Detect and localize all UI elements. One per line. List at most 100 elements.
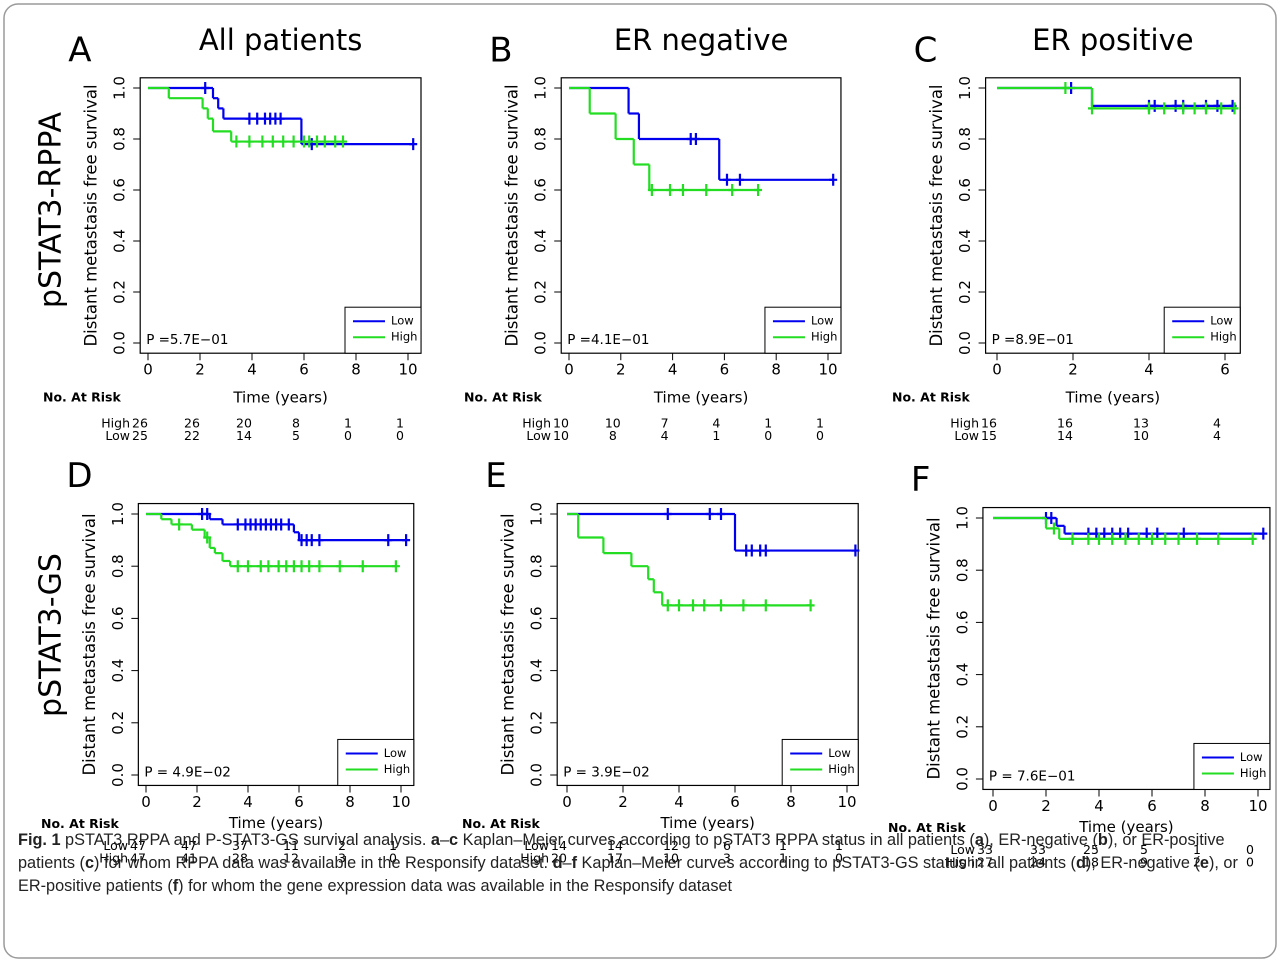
risk-count: 5 (1140, 842, 1148, 857)
censor-mark (203, 531, 212, 544)
caption-text: – (562, 854, 572, 872)
legend-label: High (1210, 330, 1236, 344)
x-tick-label: 10 (837, 793, 856, 811)
risk-count: 7 (661, 416, 669, 431)
risk-count: 25 (1083, 842, 1099, 857)
risk-count: 5 (292, 428, 300, 443)
censor-mark (689, 599, 697, 612)
censor-mark (1259, 527, 1268, 540)
x-tick-label: 0 (564, 361, 574, 379)
censor-mark (384, 534, 393, 547)
column-title: ER negative (614, 23, 789, 57)
risk-count: 20 (551, 850, 567, 865)
censor-mark (747, 544, 756, 557)
censor-mark (297, 560, 306, 573)
risk-count: 4 (661, 428, 669, 443)
x-tick-label: 2 (616, 361, 626, 379)
legend-label: High (384, 762, 410, 776)
caption-text: f (172, 877, 179, 895)
x-tick-label: 8 (345, 793, 355, 811)
censor-mark (739, 599, 748, 612)
x-tick-label: 4 (674, 793, 684, 811)
x-tick-label: 8 (1200, 797, 1210, 815)
legend-box (1193, 742, 1271, 790)
censor-mark (1095, 532, 1103, 545)
y-tick-label: 0.2 (528, 711, 546, 735)
y-axis-label: Distant metastasis free survival (499, 513, 518, 775)
caption-text: ) for whom the gene expression data was … (178, 877, 733, 895)
plot-frame (560, 77, 842, 354)
y-axis-label: Distant metastasis free survival (924, 517, 943, 779)
legend-box (337, 738, 415, 786)
caption-text: ), or ER-positive patients ( (18, 831, 1225, 872)
y-tick-label: 0.2 (953, 715, 971, 739)
legend-label: Low (811, 314, 834, 328)
column-title: ER positive (1032, 23, 1193, 57)
censor-mark (691, 133, 700, 145)
censor-mark (245, 135, 254, 148)
y-tick-label: 0.8 (956, 127, 974, 151)
risk-count: 26 (184, 416, 200, 431)
y-tick-label: 0.2 (111, 280, 129, 304)
risk-count: 33 (977, 842, 993, 857)
y-tick-label: 0.6 (528, 606, 546, 630)
y-tick-label: 0.0 (956, 331, 974, 355)
y-tick-label: 0.0 (532, 331, 550, 355)
y-tick-label: 0.6 (109, 606, 127, 630)
plot-frame (982, 506, 1271, 791)
plot-frame (139, 77, 422, 354)
censor-mark (717, 508, 725, 520)
risk-count: 8 (609, 428, 617, 443)
caption-text: c (84, 854, 95, 872)
y-tick-label: 0.2 (109, 711, 127, 735)
risk-row-label: High (520, 850, 549, 865)
risk-count: 24 (1030, 854, 1046, 869)
p-value: P = 7.6E−01 (989, 768, 1076, 784)
risk-count: 37 (232, 838, 248, 853)
caption-text: Kaplan–Meier curves according to pSTAT3-… (577, 854, 1076, 872)
frame (3, 3, 1277, 959)
censor-mark (647, 184, 656, 196)
risk-row-label: High (522, 416, 551, 431)
x-tick-label: 10 (818, 361, 837, 379)
y-tick-label: 0.6 (111, 178, 129, 202)
y-tick-label: 0.0 (111, 331, 129, 355)
censor-mark (277, 518, 286, 531)
legend-label: Low (391, 314, 414, 328)
y-tick-label: 0.4 (532, 229, 550, 253)
censor-mark (700, 599, 709, 612)
censor-mark (233, 518, 242, 531)
censor-mark (256, 560, 265, 573)
risk-row-label: High (950, 416, 979, 431)
risk-count: 13 (1133, 416, 1149, 431)
censor-mark (315, 534, 324, 547)
risk-count: 0 (816, 428, 824, 443)
legend-box (1163, 306, 1241, 354)
risk-table-title: No. At Risk (892, 390, 971, 405)
x-tick-label: 10 (1248, 797, 1267, 815)
risk-count: 4 (712, 416, 720, 431)
censor-mark (245, 112, 254, 125)
panel-letter: C (914, 30, 938, 70)
risk-count: 0 (835, 850, 843, 865)
censor-mark (358, 560, 367, 573)
caption-text: ), ER-negative ( (1085, 854, 1200, 872)
x-tick-label: 4 (668, 361, 678, 379)
risk-table-title: No. At Risk (464, 390, 543, 405)
risk-table-title: No. At Risk (888, 820, 967, 835)
censor-mark (1084, 532, 1093, 545)
x-axis-label: Time (years) (1078, 818, 1173, 836)
x-tick-label: 6 (730, 793, 740, 811)
risk-row-label: Low (950, 842, 975, 857)
y-tick-label: 0.8 (953, 558, 971, 582)
risk-count: 4 (1213, 428, 1221, 443)
censor-mark (1061, 82, 1070, 94)
panel-letter: A (68, 30, 91, 70)
censor-mark (1145, 102, 1153, 115)
caption-text: b (1097, 831, 1108, 849)
censor-mark (391, 560, 400, 573)
plot-frame (137, 502, 415, 787)
censor-mark (307, 534, 316, 547)
